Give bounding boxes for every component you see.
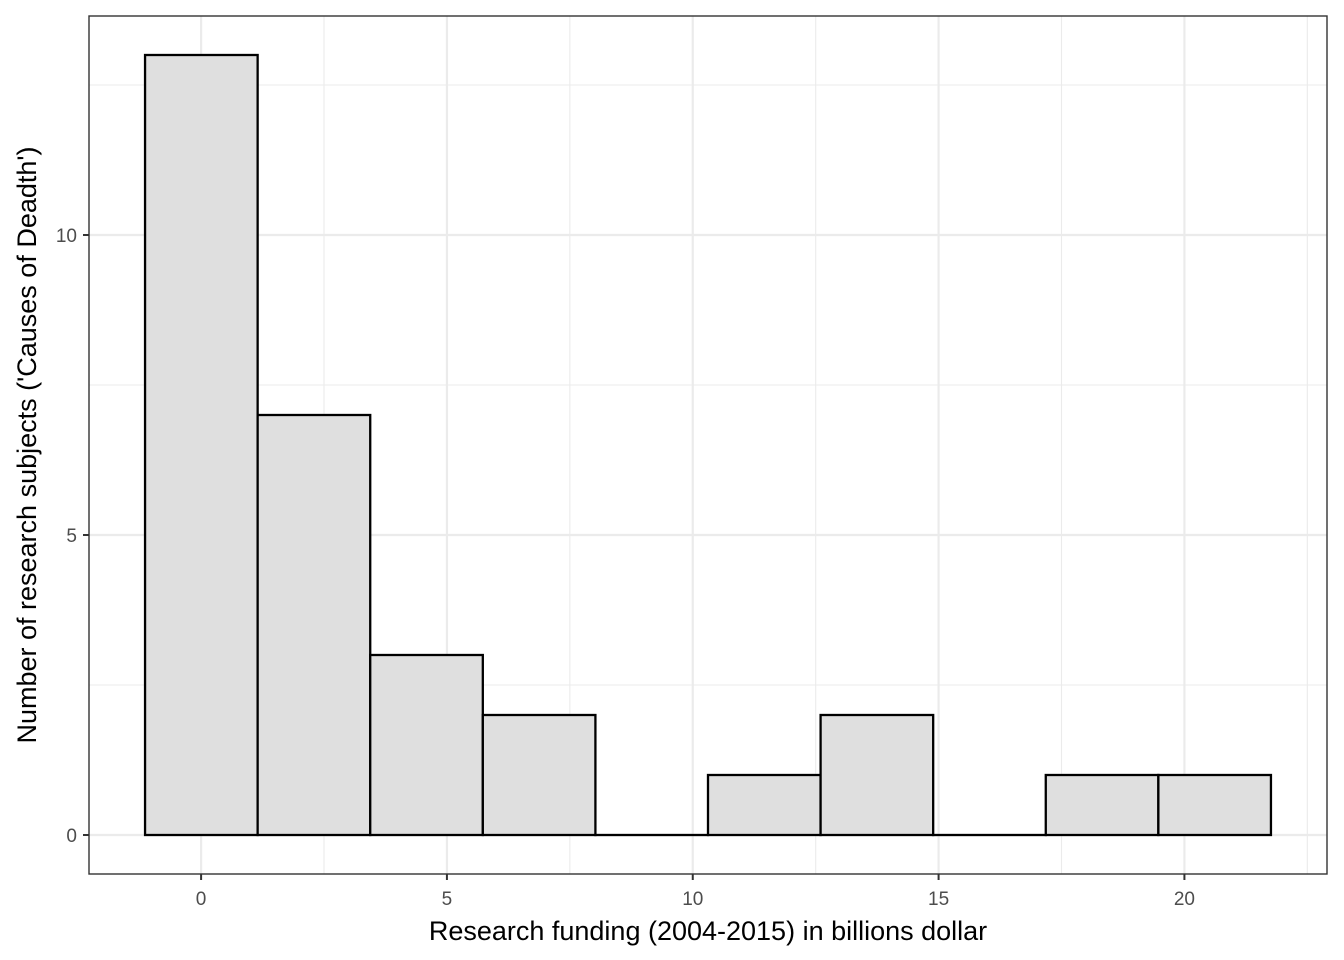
histogram-bar	[143, 53, 259, 837]
x-axis-title: Research funding (2004-2015) in billions…	[429, 916, 987, 946]
histogram-bar	[369, 653, 484, 837]
histogram-bar	[481, 713, 597, 837]
y-tick-label: 5	[66, 526, 77, 547]
y-axis-title: Number of research subjects ('Causes of …	[12, 146, 42, 743]
y-tick-label: 0	[66, 826, 77, 847]
plot-panel-border	[88, 15, 1328, 875]
histogram-bar	[1044, 773, 1160, 837]
histogram-bar	[1157, 773, 1273, 837]
x-tick-label: 5	[442, 889, 453, 910]
x-tick-label: 0	[196, 889, 207, 910]
histogram-bar	[819, 713, 935, 837]
y-axis: 0 5 10	[56, 226, 89, 847]
histogram-bar	[706, 773, 822, 837]
x-tick-label: 15	[928, 889, 949, 910]
x-tick-label: 20	[1174, 889, 1195, 910]
histogram-bars	[143, 53, 1273, 837]
histogram-bar	[256, 413, 372, 837]
y-tick-label: 10	[56, 226, 77, 247]
x-tick-label: 10	[682, 889, 703, 910]
x-axis: 0 5 10 15 20	[196, 874, 1195, 910]
